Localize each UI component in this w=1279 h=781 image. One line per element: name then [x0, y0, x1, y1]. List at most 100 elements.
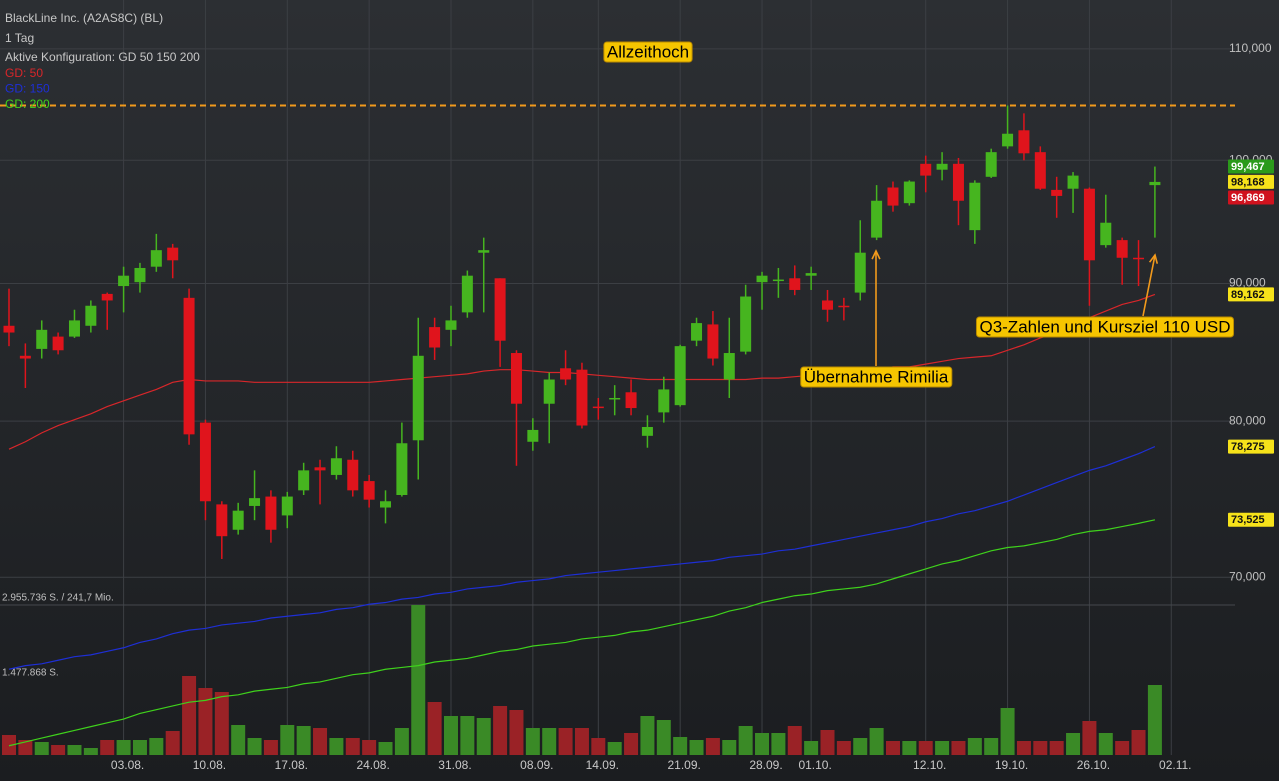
- chart-subtitle: 1 Tag: [5, 31, 34, 45]
- candle-body: [101, 293, 113, 301]
- price-label: 73,525: [1231, 514, 1265, 526]
- volume-bar: [247, 737, 262, 755]
- candle-body: [641, 426, 653, 436]
- candle-body: [1100, 222, 1112, 246]
- x-tick-label: 12.10.: [913, 758, 946, 772]
- volume-bar: [313, 728, 328, 755]
- volume-bar: [836, 740, 851, 755]
- volume-bar: [198, 688, 213, 755]
- candle-body: [134, 267, 146, 283]
- volume-bar: [967, 737, 982, 755]
- volume-bar: [951, 740, 966, 755]
- x-tick-label: 24.08.: [356, 758, 389, 772]
- candle-body: [985, 152, 997, 177]
- candle-body: [1083, 188, 1095, 261]
- volume-bar: [869, 728, 884, 755]
- volume-bar: [935, 740, 950, 755]
- volume-bar: [591, 737, 606, 755]
- candle-body: [199, 422, 211, 502]
- annotation-arrow-head: [1148, 253, 1159, 264]
- volume-panel: [2, 605, 1162, 755]
- x-tick-label: 31.08.: [438, 758, 471, 772]
- candle-body: [822, 300, 833, 310]
- volume-tick-label: 1.477.868 S.: [2, 668, 59, 679]
- candle-body: [625, 392, 637, 409]
- candle-body: [707, 324, 719, 359]
- volume-bar: [329, 737, 344, 755]
- volume-bar: [116, 739, 131, 755]
- volume-bar: [1049, 740, 1064, 755]
- candle-body: [691, 323, 703, 341]
- legend-entry: GD: 200: [5, 97, 50, 111]
- volume-bar: [738, 726, 753, 755]
- candle-body: [265, 496, 277, 530]
- candle-body: [150, 250, 162, 267]
- volume-bar: [885, 740, 900, 755]
- volume-bar: [1066, 733, 1081, 755]
- candle-body: [52, 336, 64, 351]
- candle-body: [854, 252, 866, 293]
- volume-bar: [1033, 740, 1048, 755]
- volume-bar: [345, 737, 360, 755]
- annotation-box: [975, 316, 1235, 338]
- volume-bar: [476, 717, 491, 755]
- candles: [3, 105, 1161, 559]
- candle-body: [887, 187, 899, 206]
- volume-bar: [1115, 740, 1130, 755]
- volume-bar: [673, 736, 688, 755]
- legend-entry: GD: 150: [5, 82, 50, 96]
- x-tick-label: 03.08.: [111, 758, 144, 772]
- volume-bar: [165, 731, 180, 755]
- y-tick-label: 70,000: [1229, 569, 1266, 583]
- candle-body: [330, 458, 342, 475]
- y-tick-label: 90,000: [1229, 276, 1266, 290]
- x-tick-label: 28.09.: [749, 758, 782, 772]
- candle-body: [3, 325, 15, 333]
- candle-body: [118, 275, 130, 287]
- chart-title: BlackLine Inc. (A2AS8C) (BL): [5, 11, 163, 25]
- candle-body: [674, 346, 686, 406]
- candle-body: [560, 368, 572, 380]
- price-label: 96,869: [1231, 192, 1265, 204]
- annotation-arrow: [1142, 254, 1156, 317]
- volume-bar: [787, 726, 802, 755]
- candle-body: [494, 278, 506, 341]
- volume-bar: [18, 739, 33, 755]
- candle-body: [1018, 130, 1030, 154]
- price-label: 78,275: [1231, 441, 1265, 453]
- x-tick-label: 08.09.: [520, 758, 553, 772]
- volume-bar: [1016, 740, 1031, 755]
- volume-bar: [362, 739, 377, 755]
- candle-body: [461, 275, 473, 313]
- candle-body: [936, 163, 948, 170]
- candle-body: [298, 470, 310, 491]
- annotation: Q3-Zahlen und Kursziel 110 USD: [979, 317, 1230, 336]
- volume-bar: [509, 710, 524, 755]
- candle-body: [592, 406, 604, 409]
- annotation: Übernahme Rimilia: [804, 367, 949, 386]
- price-label: 99,467: [1231, 161, 1265, 173]
- volume-bar: [51, 744, 66, 755]
- volume-bar: [378, 741, 393, 755]
- candle-body: [314, 467, 326, 471]
- volume-bar: [263, 739, 278, 755]
- volume-bar: [231, 724, 246, 755]
- volume-bar: [1131, 730, 1146, 755]
- volume-bar: [902, 740, 917, 755]
- candle-body: [920, 163, 932, 176]
- candle-body: [1133, 257, 1145, 260]
- candle-body: [1149, 181, 1161, 186]
- volume-bar: [722, 739, 737, 755]
- volume-bar: [1000, 708, 1015, 755]
- volume-bar: [100, 739, 115, 755]
- candle-body: [1002, 133, 1014, 147]
- candle-body: [85, 305, 97, 326]
- x-tick-label: 10.08.: [193, 758, 226, 772]
- candle-body: [429, 327, 441, 348]
- price-label-box: [1228, 190, 1274, 205]
- candle-body: [723, 353, 735, 380]
- candle-body: [380, 501, 392, 508]
